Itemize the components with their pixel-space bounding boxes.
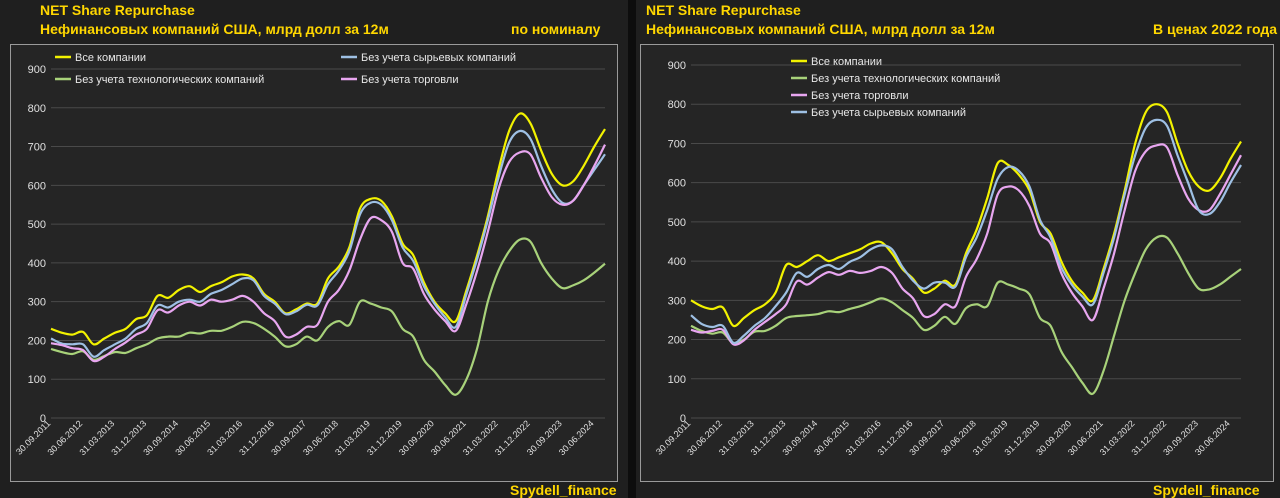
legend-label: Без учета торговли bbox=[361, 74, 458, 86]
y-tick-label: 500 bbox=[668, 217, 686, 229]
chart-subtitle: Нефинансовых компаний США, млрд долл за … bbox=[646, 21, 995, 37]
line-chart-nominal: 010020030040050060070080090030.09.201130… bbox=[14, 52, 606, 457]
line-chart-real: 010020030040050060070080090030.09.201130… bbox=[654, 56, 1242, 457]
y-tick-label: 100 bbox=[28, 374, 46, 386]
brand-label: Spydell_finance bbox=[510, 482, 617, 498]
legend-label: Все компании bbox=[811, 56, 882, 68]
y-tick-label: 700 bbox=[28, 142, 46, 154]
series-line-ex_trade bbox=[50, 144, 606, 363]
y-tick-label: 600 bbox=[668, 178, 686, 190]
plot-area: 0 100 200 300 400 500 600 700 800 900 30.09.2011 30… bbox=[640, 44, 1274, 482]
series-line-ex_tech bbox=[690, 234, 1242, 396]
y-tick-label: 0 bbox=[40, 413, 46, 425]
y-tick-label: 800 bbox=[668, 99, 686, 111]
y-tick-label: 200 bbox=[28, 335, 46, 347]
y-tick-label: 700 bbox=[668, 138, 686, 150]
y-tick-label: 800 bbox=[28, 103, 46, 115]
x-tick-label: 30.06.2024 bbox=[557, 418, 596, 457]
legend-label: Без учета торговли bbox=[811, 90, 908, 102]
y-tick-label: 0 bbox=[680, 413, 686, 425]
series-line-ex_tech bbox=[50, 237, 606, 396]
series-line-ex_raw bbox=[50, 129, 606, 358]
y-tick-label: 200 bbox=[668, 335, 686, 347]
legend-label: Все компании bbox=[75, 52, 146, 64]
chart-title: NET Share Repurchase bbox=[40, 2, 195, 18]
chart-subtitle: Нефинансовых компаний США, млрд долл за … bbox=[40, 21, 389, 37]
y-tick-label: 900 bbox=[668, 60, 686, 72]
series-line-ex_raw bbox=[690, 118, 1242, 345]
y-tick-label: 400 bbox=[28, 258, 46, 270]
legend-label: Без учета сырьевых компаний bbox=[361, 52, 516, 64]
y-tick-label: 600 bbox=[28, 180, 46, 192]
panel-label: по номиналу bbox=[511, 21, 601, 37]
series-line-all bbox=[690, 103, 1242, 328]
legend-label: Без учета технологических компаний bbox=[75, 74, 264, 86]
legend-label: Без учета технологических компаний bbox=[811, 73, 1000, 85]
chart-panel-nominal: NET Share Repurchase Нефинансовых компан… bbox=[0, 0, 628, 498]
y-tick-label: 300 bbox=[668, 295, 686, 307]
legend-label: Без учета сырьевых компаний bbox=[811, 107, 966, 119]
chart-title: NET Share Repurchase bbox=[646, 2, 801, 18]
y-tick-label: 100 bbox=[668, 374, 686, 386]
y-tick-label: 400 bbox=[668, 256, 686, 268]
panel-label: В ценах 2022 года bbox=[1153, 21, 1278, 37]
series-line-ex_trade bbox=[690, 143, 1242, 346]
series-line-all bbox=[50, 112, 606, 346]
y-tick-label: 300 bbox=[28, 297, 46, 309]
chart-panel-real: NET Share Repurchase Нефинансовых компан… bbox=[636, 0, 1280, 498]
panel-divider bbox=[628, 0, 636, 498]
y-tick-label: 900 bbox=[28, 64, 46, 76]
y-tick-label: 500 bbox=[28, 219, 46, 231]
plot-area: 0 100 200 300 400 500 600 700 800 900 30.09.2011 30… bbox=[10, 44, 618, 482]
brand-label: Spydell_finance bbox=[1153, 482, 1260, 498]
